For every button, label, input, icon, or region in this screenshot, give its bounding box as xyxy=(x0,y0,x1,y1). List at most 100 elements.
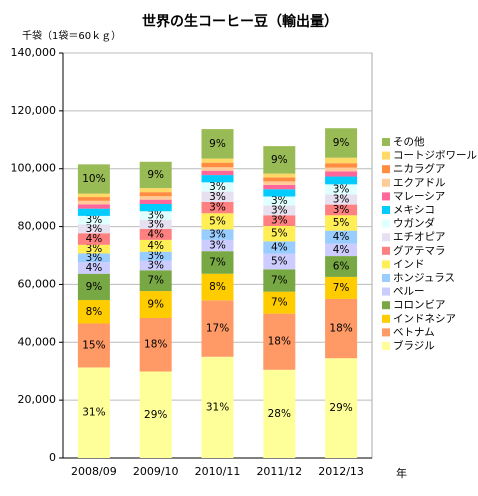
bar-segment xyxy=(201,213,234,230)
data-label: 31% xyxy=(82,407,105,419)
legend-swatch xyxy=(382,287,390,296)
data-label: 17% xyxy=(206,323,229,335)
data-label: 8% xyxy=(86,306,103,318)
data-label: 3% xyxy=(209,191,226,203)
bar-segment xyxy=(201,158,234,163)
bar-segment xyxy=(263,177,296,182)
y-tick-label: 40,000 xyxy=(18,335,57,348)
bar-segment xyxy=(263,146,296,174)
bar-segment xyxy=(201,162,234,168)
y-axis-title: 千袋（1袋＝60ｋｇ） xyxy=(22,29,121,42)
legend-swatch xyxy=(382,274,390,282)
y-tick-label: 140,000 xyxy=(11,46,57,59)
data-label: 29% xyxy=(329,402,352,414)
bar-segment xyxy=(263,196,296,206)
bar-segment xyxy=(139,228,172,240)
bar-segment xyxy=(263,215,296,226)
bar-segment xyxy=(139,196,172,200)
data-label: 29% xyxy=(144,409,167,421)
legend-swatch xyxy=(382,233,390,242)
legend-swatch xyxy=(382,342,390,350)
legend-swatch xyxy=(382,151,390,160)
data-label: 3% xyxy=(147,210,164,222)
y-tick-label: 80,000 xyxy=(18,220,57,233)
bar-segment xyxy=(77,233,110,245)
bar-segment xyxy=(201,129,234,159)
bar-segment xyxy=(201,251,234,274)
legend-label: ホンジュラス xyxy=(393,272,455,284)
bar-segment xyxy=(325,163,358,168)
bar-segment xyxy=(77,253,110,263)
data-label: 18% xyxy=(268,336,291,348)
data-label: 4% xyxy=(86,233,103,245)
bar-segment xyxy=(263,173,296,178)
data-label: 9% xyxy=(271,154,288,166)
bar-segment xyxy=(77,224,110,234)
bar-segment xyxy=(325,194,358,205)
bar-segment xyxy=(139,192,172,197)
legend-label: インドネシア xyxy=(393,313,456,325)
legend-label: ニカラグア xyxy=(393,162,446,175)
data-label: 4% xyxy=(147,228,164,240)
legend-label: ブラジル xyxy=(393,339,435,352)
x-tick-label: 2008/09 xyxy=(71,465,117,478)
data-label: 3% xyxy=(86,243,103,255)
bar-segment xyxy=(139,270,172,292)
bar-segment xyxy=(263,181,296,185)
data-label: 5% xyxy=(209,215,226,227)
y-tick-label: 0 xyxy=(49,451,56,464)
data-label: 3% xyxy=(271,215,288,227)
x-tick-label: 2012/13 xyxy=(318,465,364,478)
bar-segment xyxy=(263,225,296,242)
data-label: 18% xyxy=(329,323,352,335)
data-label: 9% xyxy=(147,299,164,311)
bar-segment xyxy=(325,230,358,244)
data-label: 7% xyxy=(147,275,164,287)
bar-segment xyxy=(263,189,296,197)
bar-segment xyxy=(325,243,358,257)
y-tick-label: 20,000 xyxy=(18,393,57,406)
data-label: 5% xyxy=(271,256,288,268)
legend-label: メキシコ xyxy=(393,204,435,216)
data-label: 4% xyxy=(333,244,350,256)
bar-segment xyxy=(263,369,296,458)
bar-segment xyxy=(263,269,296,292)
data-label: 3% xyxy=(86,252,103,264)
bar-segment xyxy=(263,184,296,190)
bar-segment xyxy=(139,251,172,261)
data-label: 3% xyxy=(271,195,288,207)
bar-segment xyxy=(139,161,172,189)
data-label: 3% xyxy=(209,181,226,193)
data-label: 8% xyxy=(209,281,226,293)
legend-label: エチオピア xyxy=(393,231,446,243)
data-label: 3% xyxy=(147,218,164,230)
data-label: 3% xyxy=(333,204,350,216)
legend-label: その他 xyxy=(393,135,425,148)
data-label: 18% xyxy=(144,339,167,351)
bar-segment xyxy=(325,167,358,172)
bar-segment xyxy=(325,176,358,185)
bar-segment xyxy=(139,211,172,220)
bar-segment xyxy=(77,323,110,368)
bar-segment xyxy=(77,204,110,209)
bar-segment xyxy=(263,253,296,270)
data-label: 3% xyxy=(271,204,288,216)
data-label: 3% xyxy=(209,229,226,241)
data-label: 9% xyxy=(147,169,164,181)
data-label: 3% xyxy=(147,259,164,271)
bar-segment xyxy=(139,188,172,193)
legend-label: マレーシア xyxy=(393,190,445,202)
bar-segment xyxy=(139,371,172,458)
data-label: 3% xyxy=(333,194,350,206)
bar-segment xyxy=(325,204,358,216)
data-label: 3% xyxy=(209,240,226,252)
bar-segment xyxy=(263,313,296,370)
bar-segment xyxy=(77,367,110,458)
bar-segment xyxy=(139,317,172,372)
bar-segment xyxy=(139,199,172,205)
bar-segment xyxy=(77,215,110,225)
bar-segment xyxy=(139,204,172,212)
bar-segment xyxy=(201,170,234,176)
data-label: 3% xyxy=(86,214,103,226)
